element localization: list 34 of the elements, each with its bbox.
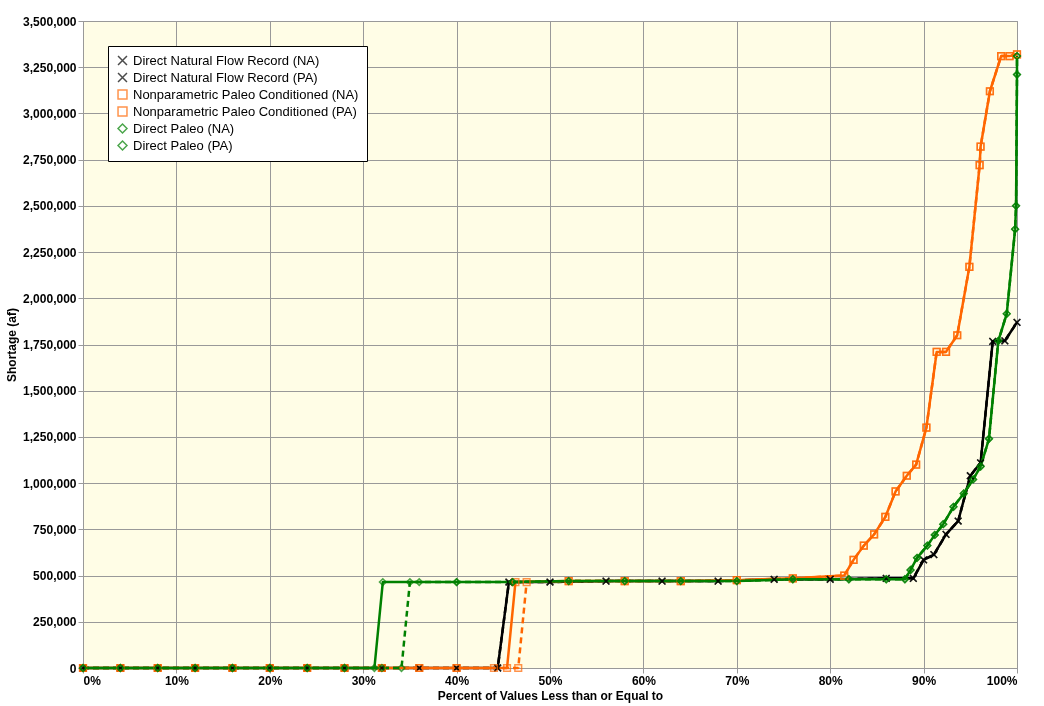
x-tick-label: 20% [258, 673, 283, 688]
y-tick-label: 250,000 [33, 615, 77, 630]
x-tick-label: 10% [164, 673, 190, 688]
x-tick-label: 40% [445, 673, 470, 688]
legend-label: Nonparametric Paleo Conditioned (NA) [133, 86, 359, 102]
x-tick-label: 80% [818, 673, 844, 688]
x-tick-label: 100% [986, 673, 1018, 688]
y-tick-label: 500,000 [33, 569, 77, 584]
x-tick-label: 50% [538, 673, 563, 688]
legend-label: Direct Natural Flow Record (PA) [133, 69, 318, 85]
y-tick-label: 750,000 [33, 522, 77, 537]
y-tick-label: 1,250,000 [23, 430, 77, 445]
y-tick-label: 2,000,000 [23, 291, 77, 306]
y-tick-label: 1,750,000 [23, 338, 77, 352]
x-tick-label: 30% [351, 673, 377, 688]
x-tick-label: 0% [83, 673, 102, 688]
x-axis-title: Percent of Values Less than or Equal to [437, 688, 664, 703]
y-tick-label: 1,500,000 [23, 384, 77, 399]
x-tick-label: 60% [631, 673, 657, 688]
x-tick-label: 70% [725, 673, 750, 688]
y-tick-label: 0 [69, 661, 77, 676]
y-tick-label: 3,000,000 [23, 106, 77, 121]
y-tick-label: 2,500,000 [23, 199, 77, 214]
y-tick-label: 2,250,000 [23, 245, 77, 260]
y-tick-label: 3,500,000 [23, 14, 77, 29]
legend-label: Nonparametric Paleo Conditioned (PA) [133, 103, 357, 119]
legend-label: Direct Paleo (PA) [133, 137, 233, 153]
legend-label: Direct Natural Flow Record (NA) [133, 52, 320, 68]
y-tick-label: 3,250,000 [23, 60, 77, 75]
y-axis-title: Shortage (af) [5, 307, 20, 383]
x-tick-label: 90% [912, 673, 937, 688]
y-tick-label: 2,750,000 [23, 153, 77, 168]
legend-label: Direct Paleo (NA) [133, 120, 235, 136]
y-tick-label: 1,000,000 [23, 476, 77, 491]
